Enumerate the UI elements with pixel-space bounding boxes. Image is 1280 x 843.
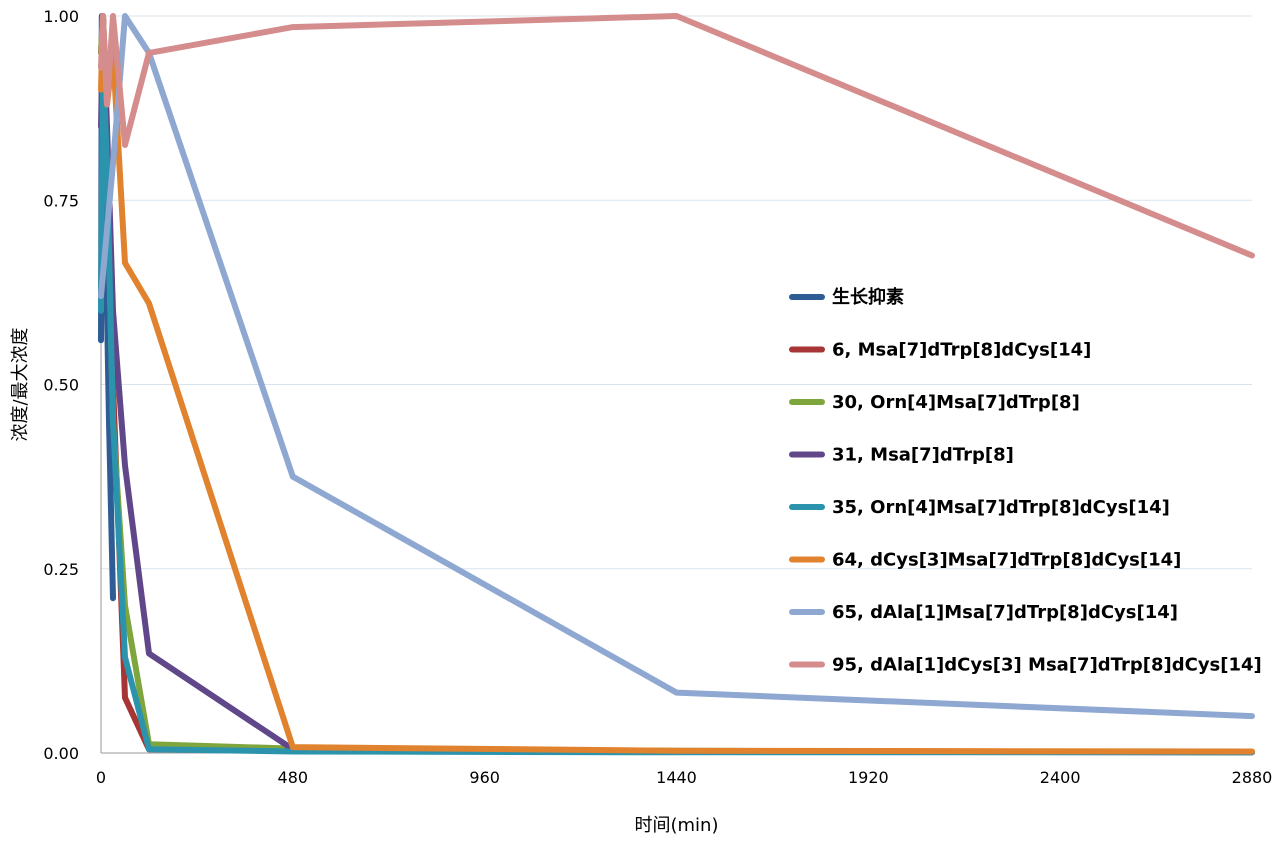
y-tick-label: 0.50	[43, 376, 79, 395]
x-tick-label: 480	[278, 768, 309, 787]
x-axis-label: 时间(min)	[635, 815, 719, 836]
legend-label-7: 65, dAla[1]Msa[7]dTrp[8]dCys[14]	[832, 602, 1178, 623]
legend-label-5: 35, Orn[4]Msa[7]dTrp[8]dCys[14]	[832, 497, 1170, 518]
x-tick-labels: 0 480 960 1440 1920 2400 2880	[96, 768, 1272, 787]
legend-label-3: 30, Orn[4]Msa[7]dTrp[8]	[832, 392, 1080, 413]
x-tick-label: 1920	[848, 768, 889, 787]
y-tick-label: 0.00	[43, 744, 79, 763]
y-tick-labels: 0.00 0.25 0.50 0.75 1.00	[43, 7, 79, 763]
series-line-6	[98, 13, 1255, 755]
legend-label-8: 95, dAla[1]dCys[3] Msa[7]dTrp[8]dCys[14]	[832, 655, 1262, 676]
legend: 生长抑素 6, Msa[7]dTrp[8]dCys[14] 30, Orn[4]Ms…	[789, 286, 1262, 676]
legend-label-2: 6, Msa[7]dTrp[8]dCys[14]	[832, 340, 1091, 361]
legend-label-6: 64, dCys[3]Msa[7]dTrp[8]dCys[14]	[832, 550, 1181, 571]
series-line-8	[98, 13, 1255, 259]
x-tick-label: 2880	[1232, 768, 1273, 787]
series-lines	[98, 13, 1255, 756]
legend-label-1: 生长抑素	[832, 286, 904, 308]
legend-label-4: 31, Msa[7]dTrp[8]	[832, 445, 1014, 466]
y-tick-label: 1.00	[43, 7, 79, 26]
x-tick-label: 0	[96, 768, 106, 787]
y-axis-label: 浓度/最大浓度	[10, 327, 31, 441]
x-tick-label: 1440	[656, 768, 697, 787]
y-tick-label: 0.75	[43, 191, 79, 210]
x-tick-label: 2400	[1040, 768, 1081, 787]
gridlines	[101, 15, 1252, 570]
y-tick-label: 0.25	[43, 560, 79, 579]
x-tick-label: 960	[469, 768, 500, 787]
